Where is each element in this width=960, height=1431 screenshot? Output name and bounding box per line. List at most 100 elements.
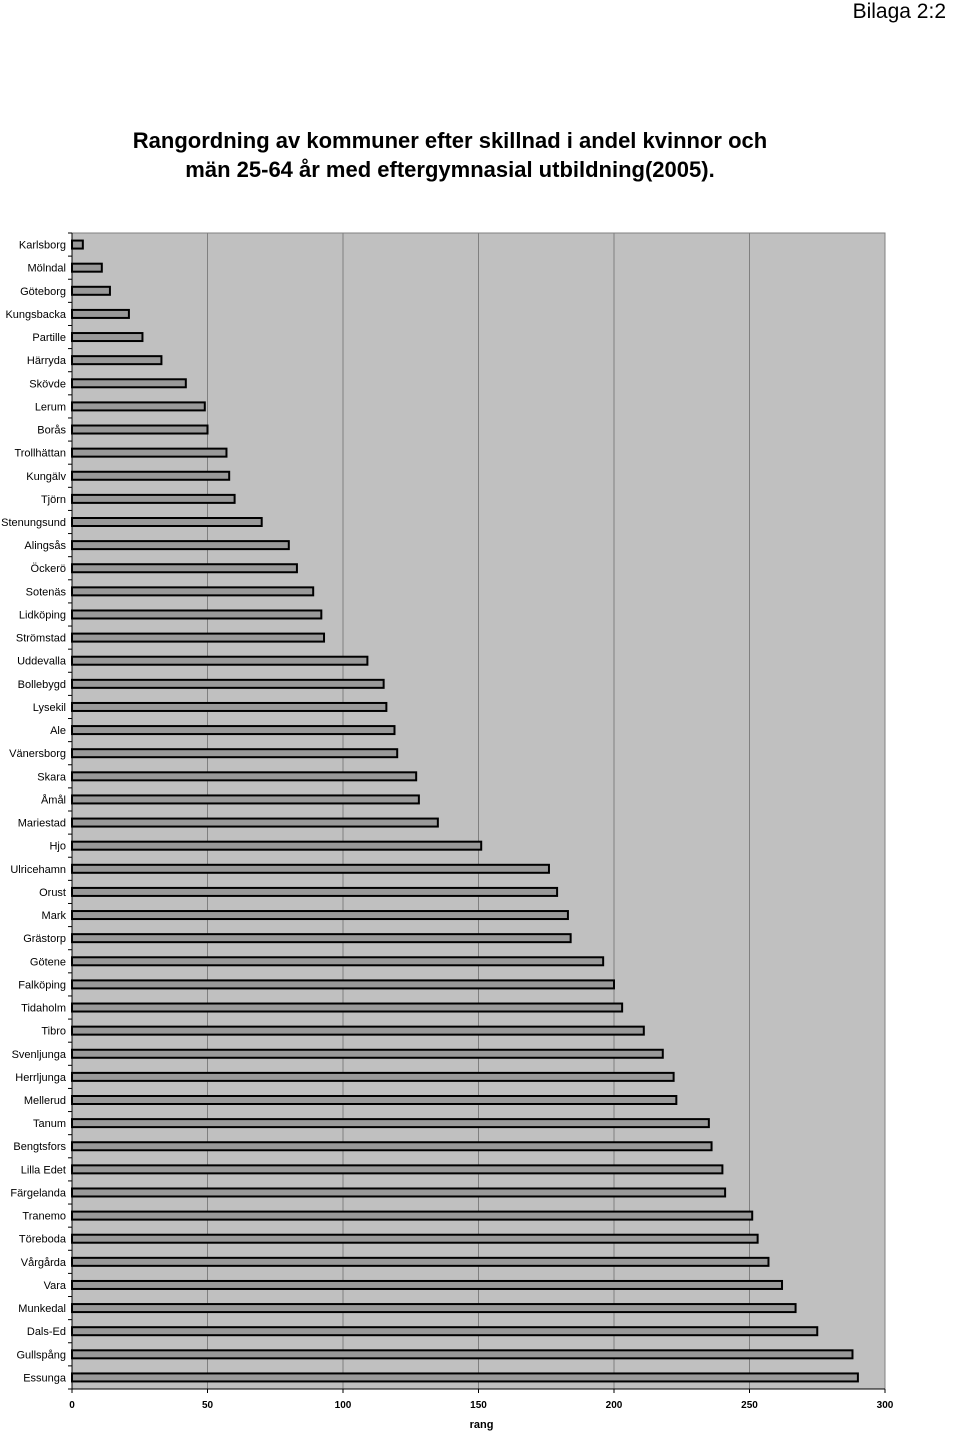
x-tick-label: 250 xyxy=(741,1400,758,1411)
bar xyxy=(71,1164,724,1175)
bar xyxy=(71,979,615,990)
category-label: Götene xyxy=(30,956,66,968)
category-label: Ale xyxy=(50,725,66,737)
bar xyxy=(71,817,439,828)
bar xyxy=(71,1372,859,1383)
bar xyxy=(71,1118,710,1129)
category-label: Härryda xyxy=(27,355,67,367)
bar xyxy=(71,655,369,666)
category-label: Bollebygd xyxy=(18,679,66,691)
bar xyxy=(71,1095,678,1105)
bar xyxy=(71,701,388,712)
category-label: Stenungsund xyxy=(1,517,66,529)
bar xyxy=(71,933,572,944)
bar xyxy=(71,1233,759,1244)
category-label: Kungälv xyxy=(26,471,66,483)
category-label: Mark xyxy=(42,910,67,922)
category-label: Alingsås xyxy=(24,540,66,552)
x-axis-title: rang xyxy=(470,1419,494,1431)
category-label: Lerum xyxy=(35,401,66,413)
bar xyxy=(71,1210,754,1221)
category-label: Tranemo xyxy=(22,1211,66,1223)
category-label: Tanum xyxy=(33,1118,66,1130)
category-label: Uddevalla xyxy=(17,656,67,668)
category-label: Lidköping xyxy=(19,609,66,621)
category-label: Essunga xyxy=(23,1372,67,1384)
category-label: Bengtsfors xyxy=(13,1141,66,1153)
bar xyxy=(71,632,326,643)
chart-title-line-1: Rangordning av kommuner efter skillnad i… xyxy=(132,128,768,153)
category-label: Grästorp xyxy=(23,933,66,945)
x-tick-label: 200 xyxy=(606,1400,623,1411)
bar xyxy=(71,910,569,921)
bar xyxy=(71,447,228,458)
category-label: Åmål xyxy=(41,793,66,806)
bar xyxy=(71,748,399,759)
bar xyxy=(71,308,130,319)
bar xyxy=(71,586,315,597)
category-label: Tidaholm xyxy=(21,1003,66,1015)
category-label: Falköping xyxy=(18,979,66,991)
bar xyxy=(71,1349,854,1360)
category-label: Strömstad xyxy=(16,633,66,645)
bar xyxy=(71,424,209,435)
category-labels: Karlsborg Mölndal Göteborg Kungsbacka Partil… xyxy=(1,240,67,1385)
bar xyxy=(71,678,385,689)
category-label: Svenljunga xyxy=(12,1049,67,1061)
category-label: Mariestad xyxy=(18,818,66,830)
category-label: Lysekil xyxy=(33,702,66,714)
bar xyxy=(71,840,483,851)
bar xyxy=(71,886,559,897)
axes xyxy=(68,232,886,1393)
category-label: Tjörn xyxy=(41,494,66,506)
category-label: Skövde xyxy=(29,378,66,390)
bar xyxy=(71,1326,819,1337)
bar xyxy=(71,1071,675,1082)
category-label: Kungsbacka xyxy=(5,309,66,321)
category-label: Borås xyxy=(37,425,66,437)
bar xyxy=(71,563,298,574)
category-label: Skara xyxy=(37,771,67,783)
category-label: Färgelanda xyxy=(10,1187,67,1199)
bar xyxy=(71,378,187,389)
bar xyxy=(71,285,111,296)
category-label: Hjo xyxy=(49,841,66,853)
bar xyxy=(71,517,263,527)
bar xyxy=(71,1303,797,1314)
bar xyxy=(71,609,323,620)
chart-title: Rangordning av kommuner efter skillnad i… xyxy=(0,126,900,184)
bar xyxy=(71,956,605,967)
category-label: Herrljunga xyxy=(15,1072,67,1084)
chart-title-line-2: män 25-64 år med eftergymnasial utbildni… xyxy=(185,157,715,182)
category-label: Lilla Edet xyxy=(21,1164,66,1176)
bar xyxy=(71,239,84,250)
bar xyxy=(71,771,418,782)
bar xyxy=(71,332,144,343)
x-tick-label: 0 xyxy=(69,1400,75,1411)
bar xyxy=(71,725,396,736)
bar xyxy=(71,401,206,412)
x-tick-label: 100 xyxy=(335,1400,352,1411)
bar xyxy=(71,1279,784,1290)
category-label: Ulricehamn xyxy=(10,864,66,876)
category-label: Karlsborg xyxy=(19,240,66,252)
category-label: Tibro xyxy=(41,1026,66,1038)
category-label: Sotenäs xyxy=(26,586,67,598)
category-label: Gullspång xyxy=(16,1349,66,1361)
x-tick-label: 150 xyxy=(470,1400,487,1411)
category-label: Partille xyxy=(32,332,66,344)
category-label: Vara xyxy=(44,1280,67,1292)
category-label: Mölndal xyxy=(27,263,66,275)
category-label: Dals-Ed xyxy=(27,1326,66,1338)
bar xyxy=(71,1141,713,1152)
bar xyxy=(71,1048,664,1059)
category-label: Trollhättan xyxy=(14,448,66,460)
page-label: Bilaga 2:2 xyxy=(852,0,946,23)
category-label: Töreboda xyxy=(19,1234,67,1246)
bar xyxy=(71,1025,645,1036)
bar xyxy=(71,355,163,366)
category-label: Munkedal xyxy=(18,1303,66,1315)
x-tick-label: 300 xyxy=(877,1400,894,1411)
bar xyxy=(71,1187,727,1198)
category-label: Orust xyxy=(39,887,66,899)
